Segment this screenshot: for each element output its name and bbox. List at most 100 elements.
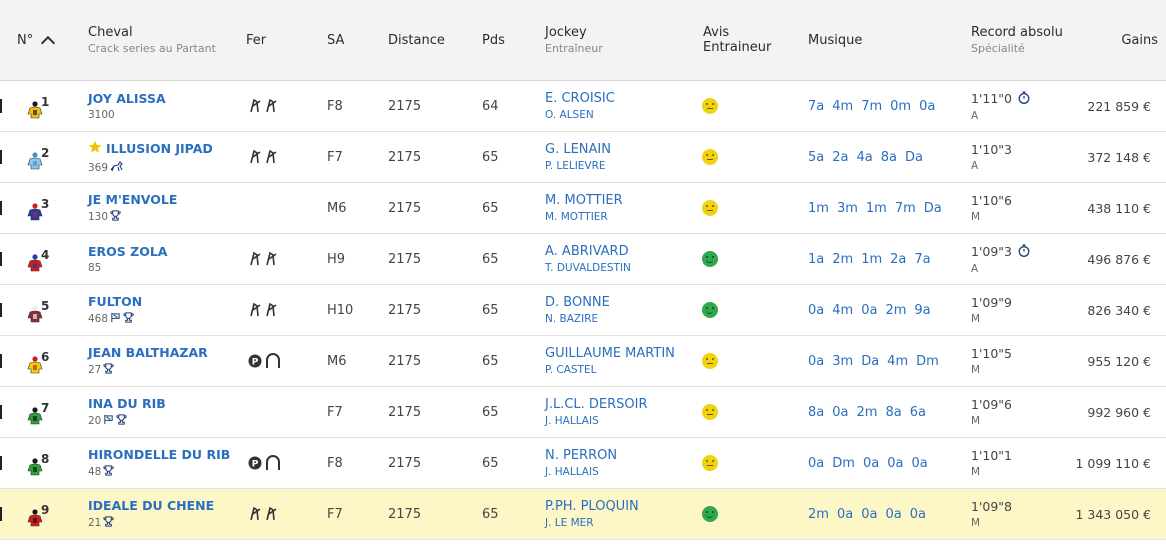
header-sa-label: SA <box>327 32 345 48</box>
trainer-link[interactable]: J. LE MER <box>545 517 594 529</box>
jockey-link[interactable]: J.L.CL. DERSOIR <box>545 397 648 412</box>
trainer-link[interactable]: M. MOTTIER <box>545 211 608 223</box>
musique-item[interactable]: 5a <box>808 149 825 165</box>
musique-item[interactable]: Da <box>861 353 880 369</box>
smiley-happy-icon <box>702 302 718 318</box>
horse-number: 5 <box>41 299 50 313</box>
musique-item[interactable]: Da <box>905 149 923 165</box>
table-row[interactable]: 7 INA DU RIB 20 F7 2175 65 J.L.CL. DERSOIR J. H… <box>0 387 1166 438</box>
table-row[interactable]: 5 FULTON 468 H10 2175 65 D. BONNE N. BAZIRE 0a 4m… <box>0 285 1166 336</box>
musique-item[interactable]: 0m <box>890 98 912 114</box>
musique-item[interactable]: 8a <box>880 149 897 165</box>
jockey-silks-icon <box>27 509 43 531</box>
horse-name-link[interactable]: EROS ZOLA <box>88 244 168 259</box>
jockey-link[interactable]: P.PH. PLOQUIN <box>545 499 639 514</box>
trainer-link[interactable]: P. CASTEL <box>545 364 597 376</box>
table-row[interactable]: 8 HIRONDELLE DU RIB 48 P F8 2175 65 N. PERRON J.… <box>0 438 1166 489</box>
table-row[interactable]: 4 EROS ZOLA 85 H9 2175 65 A. ABRIVARD T. DUVALD… <box>0 234 1166 285</box>
musique-item[interactable]: 0a <box>836 506 854 522</box>
musique-item[interactable]: 0a <box>861 506 878 522</box>
musique-item[interactable]: 7a <box>808 98 825 114</box>
horse-cell: IDEALE DU CHENE 21 <box>88 489 214 539</box>
musique-item[interactable]: 0a <box>885 506 902 522</box>
musique-item[interactable]: 0a <box>808 455 825 471</box>
musique-item[interactable]: 4a <box>856 149 873 165</box>
musique-item[interactable]: 6a <box>909 404 926 420</box>
musique-cell: 7a 4m 7m 0m 0a <box>808 81 935 131</box>
trainer-link[interactable]: J. HALLAIS <box>545 415 599 427</box>
musique-item[interactable]: 0a <box>861 302 878 318</box>
trainer-link[interactable]: O. ALSEN <box>545 109 594 121</box>
header-fer: Fer <box>246 0 266 80</box>
musique-item[interactable]: 1m <box>861 251 883 267</box>
sa-value: M6 <box>327 353 347 369</box>
musique-item[interactable]: 2m <box>885 302 907 318</box>
trainer-link[interactable]: P. LELIEVRE <box>545 160 606 172</box>
musique-item[interactable]: 4m <box>832 302 854 318</box>
plastic-shoe-icon: P <box>248 336 282 386</box>
smiley-neutral-icon <box>702 455 718 471</box>
musique-item[interactable]: 4m <box>832 98 854 114</box>
trainer-link[interactable]: J. HALLAIS <box>545 466 599 478</box>
trainer-link[interactable]: T. DUVALDESTIN <box>545 262 631 274</box>
horse-name-link[interactable]: INA DU RIB <box>88 396 166 411</box>
musique-item[interactable]: 7m <box>894 200 916 216</box>
musique-item[interactable]: 0a <box>862 455 880 471</box>
horse-name-link[interactable]: JEAN BALTHAZAR <box>88 345 208 360</box>
horse-sub-value: 48 <box>88 466 102 478</box>
header-num[interactable]: N° <box>17 0 56 80</box>
table-row[interactable]: 1 JOY ALISSA 3100 F8 2175 64 E. CROISIC O. ALSE… <box>0 81 1166 132</box>
musique-item[interactable]: 2m <box>808 506 829 522</box>
horse-name-link[interactable]: JE M'ENVOLE <box>88 192 178 207</box>
record-value: 1'11"0 <box>971 91 1012 106</box>
musique-cell: 2m 0a 0a 0a 0a <box>808 489 926 539</box>
musique-item[interactable]: 2m <box>832 251 854 267</box>
jockey-link[interactable]: GUILLAUME MARTIN <box>545 346 675 361</box>
musique-item[interactable]: 1m <box>865 200 887 216</box>
table-row[interactable]: 6 JEAN BALTHAZAR 27 P M6 2175 65 GUILLAUME MART… <box>0 336 1166 387</box>
musique-item[interactable]: 2a <box>890 251 907 267</box>
musique-item[interactable]: 8a <box>885 404 902 420</box>
musique-item[interactable]: 0a <box>808 353 825 369</box>
musique-item[interactable]: 7m <box>861 98 883 114</box>
jockey-link[interactable]: E. CROISIC <box>545 91 615 106</box>
table-row[interactable]: 2 ILLUSION JIPAD 369 F7 2175 65 G. LENAIN P. LE… <box>0 132 1166 183</box>
horse-name-line: JE M'ENVOLE <box>88 192 177 207</box>
sort-ascending-icon[interactable] <box>41 35 56 51</box>
jockey-link[interactable]: N. PERRON <box>545 448 618 463</box>
musique-item[interactable]: 2a <box>832 149 849 165</box>
horse-name-link[interactable]: FULTON <box>88 294 143 309</box>
jockey-link[interactable]: M. MOTTIER <box>545 193 623 208</box>
musique-item[interactable]: 0a <box>832 404 849 420</box>
jockey-link[interactable]: A. ABRIVARD <box>545 244 629 259</box>
musique-item[interactable]: Dm <box>832 455 855 471</box>
musique-item[interactable]: 3m <box>836 200 858 216</box>
horse-name-link[interactable]: IDEALE DU CHENE <box>88 498 215 513</box>
horse-name-link[interactable]: JOY ALISSA <box>88 91 166 106</box>
record-cell: 1'09"6 M <box>971 387 1012 437</box>
musique-item[interactable]: 0a <box>808 302 825 318</box>
musique-item[interactable]: Dm <box>916 353 939 369</box>
musique-item[interactable]: 4m <box>887 353 909 369</box>
musique-item[interactable]: 0a <box>911 455 928 471</box>
musique-item[interactable]: 0a <box>909 506 926 522</box>
trainer-link[interactable]: N. BAZIRE <box>545 313 599 325</box>
record-value: 1'10"5 <box>971 346 1012 361</box>
table-row[interactable]: 9 IDEALE DU CHENE 21 F7 2175 65 P.PH. PLOQUIN J… <box>0 489 1166 540</box>
horse-name-link[interactable]: HIRONDELLE DU RIB <box>88 447 231 462</box>
musique-item[interactable]: 2m <box>856 404 878 420</box>
musique-item[interactable]: 3m <box>832 353 854 369</box>
musique-item[interactable]: 9a <box>914 302 931 318</box>
jockey-link[interactable]: G. LENAIN <box>545 142 611 157</box>
musique-item[interactable]: 8a <box>808 404 825 420</box>
horse-name-link[interactable]: ILLUSION JIPAD <box>106 141 213 156</box>
table-row[interactable]: 3 JE M'ENVOLE 130 M6 2175 65 M. MOTTIER M. MOTT… <box>0 183 1166 234</box>
musique-item[interactable]: 7a <box>914 251 931 267</box>
musique-item[interactable]: 1m <box>808 200 829 216</box>
musique-item[interactable]: 1a <box>808 251 825 267</box>
favorite-star-icon[interactable] <box>88 140 102 158</box>
musique-item[interactable]: 0a <box>887 455 904 471</box>
musique-item[interactable]: Da <box>923 200 942 216</box>
jockey-link[interactable]: D. BONNE <box>545 295 610 310</box>
musique-item[interactable]: 0a <box>919 98 936 114</box>
